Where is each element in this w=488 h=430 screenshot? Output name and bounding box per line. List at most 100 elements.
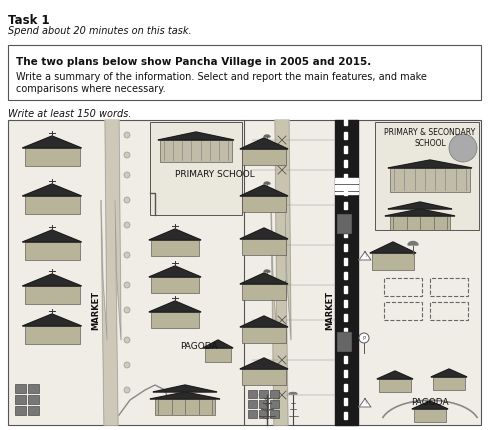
Polygon shape bbox=[203, 340, 232, 348]
Bar bbox=[334, 178, 357, 180]
Bar bbox=[343, 300, 346, 307]
Bar bbox=[242, 196, 285, 212]
Bar bbox=[15, 406, 26, 415]
Bar bbox=[343, 384, 346, 391]
Polygon shape bbox=[430, 369, 466, 377]
Circle shape bbox=[124, 387, 130, 393]
Bar bbox=[151, 277, 199, 293]
Bar bbox=[343, 132, 346, 139]
Polygon shape bbox=[270, 120, 290, 425]
Polygon shape bbox=[264, 135, 269, 137]
Text: Task 1: Task 1 bbox=[8, 14, 49, 27]
Polygon shape bbox=[22, 184, 81, 196]
Bar bbox=[24, 286, 80, 304]
Polygon shape bbox=[149, 229, 201, 240]
Text: Spend about 20 minutes on this task.: Spend about 20 minutes on this task. bbox=[8, 26, 191, 36]
Circle shape bbox=[124, 132, 130, 138]
Polygon shape bbox=[149, 266, 201, 277]
Circle shape bbox=[124, 337, 130, 343]
Text: PRIMARY & SECONDARY
SCHOOL: PRIMARY & SECONDARY SCHOOL bbox=[384, 128, 475, 148]
Bar bbox=[259, 390, 267, 398]
Bar bbox=[343, 328, 346, 335]
Bar bbox=[336, 214, 351, 234]
Text: The two plans below show Pancha Village in 2005 and 2015.: The two plans below show Pancha Village … bbox=[16, 57, 370, 67]
Bar bbox=[336, 332, 351, 352]
Bar bbox=[24, 148, 80, 166]
Polygon shape bbox=[240, 185, 287, 196]
Polygon shape bbox=[22, 230, 81, 242]
Polygon shape bbox=[264, 270, 269, 272]
Circle shape bbox=[124, 172, 130, 178]
Bar bbox=[242, 149, 285, 165]
Bar bbox=[28, 384, 39, 393]
Polygon shape bbox=[153, 385, 217, 392]
Bar bbox=[343, 356, 346, 363]
Circle shape bbox=[448, 134, 476, 162]
Polygon shape bbox=[240, 228, 287, 239]
Text: Write a summary of the information. Select and report the main features, and mak: Write a summary of the information. Sele… bbox=[16, 72, 426, 82]
Polygon shape bbox=[369, 242, 415, 253]
Polygon shape bbox=[158, 132, 234, 140]
Polygon shape bbox=[387, 160, 471, 168]
Circle shape bbox=[124, 282, 130, 288]
Bar bbox=[343, 244, 346, 251]
Bar bbox=[15, 395, 26, 404]
Bar bbox=[334, 192, 357, 194]
Bar bbox=[334, 120, 357, 425]
Bar bbox=[429, 302, 467, 320]
Polygon shape bbox=[376, 371, 412, 379]
Text: PAGODA: PAGODA bbox=[180, 342, 217, 351]
Polygon shape bbox=[240, 138, 287, 149]
Bar bbox=[343, 202, 346, 209]
Bar bbox=[259, 410, 267, 418]
Polygon shape bbox=[387, 202, 451, 209]
Bar bbox=[269, 400, 279, 408]
Bar bbox=[374, 122, 478, 230]
Bar bbox=[343, 188, 346, 195]
Bar bbox=[343, 230, 346, 237]
Bar bbox=[334, 185, 357, 187]
Bar bbox=[8, 120, 480, 425]
Bar bbox=[160, 140, 231, 162]
Bar bbox=[343, 286, 346, 293]
Polygon shape bbox=[101, 120, 121, 425]
Text: PAGODA: PAGODA bbox=[410, 398, 448, 407]
Bar bbox=[343, 272, 346, 279]
Text: MARKET: MARKET bbox=[325, 290, 334, 329]
Bar bbox=[343, 146, 346, 153]
Bar bbox=[242, 239, 285, 255]
Bar bbox=[24, 242, 80, 260]
Bar bbox=[343, 216, 346, 223]
Bar bbox=[204, 348, 230, 362]
Bar bbox=[24, 196, 80, 214]
Bar bbox=[343, 370, 346, 377]
Bar bbox=[242, 369, 285, 385]
Polygon shape bbox=[150, 392, 220, 399]
Bar bbox=[28, 395, 39, 404]
Bar bbox=[15, 384, 26, 393]
Text: PRIMARY SCHOOL: PRIMARY SCHOOL bbox=[175, 170, 254, 179]
Bar bbox=[343, 174, 346, 181]
Circle shape bbox=[124, 222, 130, 228]
Bar bbox=[343, 314, 346, 321]
Circle shape bbox=[124, 152, 130, 158]
Polygon shape bbox=[288, 393, 296, 394]
Bar bbox=[371, 253, 413, 270]
Bar bbox=[383, 302, 421, 320]
Bar bbox=[343, 412, 346, 419]
Polygon shape bbox=[22, 136, 81, 148]
Polygon shape bbox=[22, 314, 81, 326]
Circle shape bbox=[124, 252, 130, 258]
Polygon shape bbox=[240, 358, 287, 369]
Text: comparisons where necessary.: comparisons where necessary. bbox=[16, 84, 165, 94]
Bar bbox=[150, 122, 242, 215]
Bar bbox=[151, 240, 199, 256]
Bar bbox=[24, 326, 80, 344]
Circle shape bbox=[124, 197, 130, 203]
Bar bbox=[389, 216, 449, 230]
Bar bbox=[343, 398, 346, 405]
Text: P: P bbox=[362, 335, 365, 341]
Bar bbox=[343, 342, 346, 349]
Text: !: ! bbox=[363, 252, 366, 258]
Bar bbox=[151, 312, 199, 328]
